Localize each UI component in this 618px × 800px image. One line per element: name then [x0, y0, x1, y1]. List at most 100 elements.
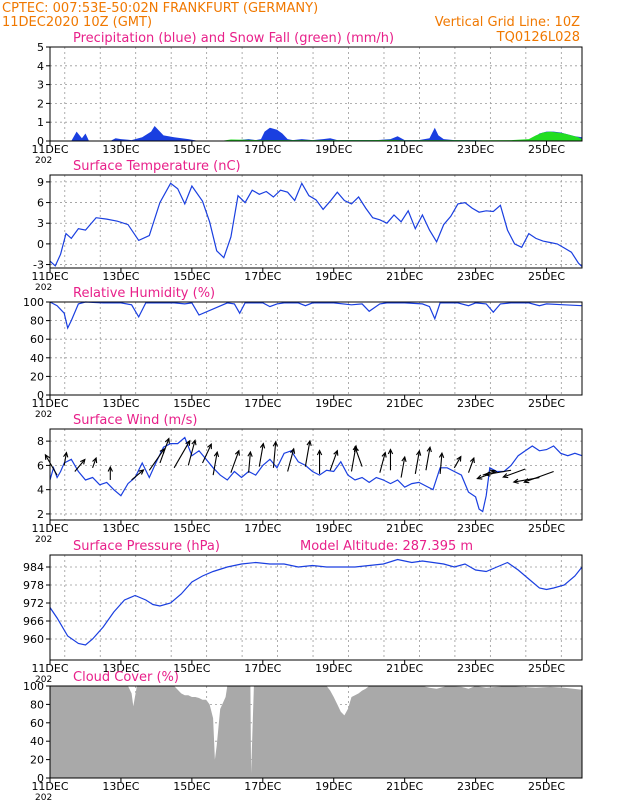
wind-arrow-head	[523, 478, 530, 484]
wind-arrow-head	[416, 449, 422, 456]
vertical-grid-note: Vertical Grid Line: 10Z	[435, 15, 580, 30]
x-tick-label: 25DEC	[528, 780, 565, 793]
plot-frame	[49, 46, 583, 142]
x-tick-label: 13DEC	[102, 397, 139, 410]
wind-arrow-shaft	[503, 468, 526, 478]
y-tick-label: 100	[23, 296, 44, 309]
y-tick-label: 972	[23, 597, 44, 610]
x-tick-label: 19DEC	[315, 143, 352, 156]
wind-arrow-head	[247, 450, 253, 457]
x-tick-label: 21DEC	[386, 780, 423, 793]
wind-arrow-shaft	[148, 448, 165, 471]
wind-arrow	[131, 469, 145, 481]
x-tick-label: 21DEC	[386, 522, 423, 535]
y-tick-label: 40	[30, 352, 44, 365]
wind-arrow	[502, 468, 526, 479]
x-tick-label: 21DEC	[386, 662, 423, 675]
wind-arrow-shaft	[272, 441, 277, 468]
series-line	[49, 181, 583, 268]
wind-arrow-shaft	[354, 446, 363, 467]
x-tick-label: 13DEC	[102, 143, 139, 156]
y-tick-label: 60	[30, 333, 44, 346]
year-stub-label: 202	[35, 793, 52, 800]
wind-arrow-shaft	[425, 447, 431, 471]
wind-arrow	[258, 442, 266, 467]
y-tick-label: 2	[37, 508, 44, 521]
wind-arrow-shaft	[159, 438, 170, 464]
x-tick-label: 13DEC	[102, 662, 139, 675]
wind-arrow	[44, 453, 58, 476]
x-tick-label: 17DEC	[244, 143, 281, 156]
wind-arrow-shaft	[524, 470, 554, 483]
wind-arrow	[304, 439, 312, 467]
x-tick-label: 19DEC	[315, 522, 352, 535]
wind-arrow-shaft	[485, 469, 512, 476]
x-tick-label: 19DEC	[315, 270, 352, 283]
x-tick-label: 15DEC	[173, 397, 210, 410]
wind-arrow-shaft	[248, 451, 251, 473]
panel-title: Surface Temperature (nC)	[73, 159, 241, 174]
x-tick-label: 25DEC	[528, 143, 565, 156]
wind-arrow-head	[107, 465, 113, 472]
y-tick-label: 8	[37, 435, 44, 448]
y-tick-label: 6	[37, 197, 44, 210]
wind-arrow	[400, 455, 407, 478]
panel-subtitle: Model Altitude: 287.395 m	[300, 539, 473, 554]
wind-arrow-head	[138, 469, 145, 475]
plot-frame	[49, 554, 583, 661]
wind-arrow-shaft	[173, 440, 191, 469]
wind-arrow-shaft	[329, 450, 338, 471]
wind-arrow-head	[476, 474, 483, 480]
wind-arrow-shaft	[44, 454, 58, 476]
wind-arrow-head	[234, 449, 240, 456]
panel-6: 0 20 40 60 80 100 11DEC 13DEC 15DEC 17DEC 19DEC 21D…	[23, 670, 583, 800]
wind-arrow-head	[512, 478, 519, 484]
wind-arrow-shaft	[92, 457, 97, 469]
wind-arrow	[467, 456, 475, 473]
wind-arrow-head	[80, 458, 86, 465]
x-tick-label: 11DEC	[31, 397, 68, 410]
x-tick-label: 11DEC	[31, 143, 68, 156]
precipitation-area	[50, 126, 582, 141]
series-line	[49, 301, 583, 330]
wind-arrow-head	[484, 471, 491, 477]
series-line	[49, 558, 583, 646]
x-tick-label: 17DEC	[244, 397, 281, 410]
year-stub-label: 202	[35, 535, 52, 545]
panel-4: 2 4 6 8 11DEC 13DEC 15DEC 17DEC 19DEC 21DEC 23DEC 2…	[31, 413, 583, 545]
wind-arrow-shaft	[63, 452, 67, 466]
wind-arrow-head	[44, 453, 50, 460]
wind-arrow-head	[353, 445, 359, 453]
y-tick-label: 984	[23, 561, 44, 574]
model-code: TQ0126L028	[496, 30, 580, 45]
y-tick-label: 6	[37, 459, 44, 472]
x-tick-label: 15DEC	[173, 522, 210, 535]
wind-arrow	[173, 439, 191, 469]
wind-arrow-head	[92, 456, 98, 464]
y-tick-label: 20	[30, 754, 44, 767]
x-tick-label: 17DEC	[244, 522, 281, 535]
wind-arrow	[523, 470, 554, 484]
wind-arrow	[202, 442, 212, 464]
panel-title: Cloud Cover (%)	[73, 670, 179, 685]
x-tick-label: 11DEC	[31, 662, 68, 675]
wind-arrow-head	[164, 437, 170, 444]
wind-arrow	[438, 451, 445, 474]
x-tick-label: 23DEC	[457, 780, 494, 793]
x-tick-label: 25DEC	[528, 662, 565, 675]
wind-arrow-head	[191, 439, 197, 446]
wind-arrow-head	[316, 449, 323, 456]
y-tick-label: 60	[30, 717, 44, 730]
wind-arrow	[484, 469, 512, 477]
wind-arrow	[272, 440, 278, 468]
x-tick-label: 23DEC	[457, 522, 494, 535]
y-tick-label: 0	[37, 772, 44, 785]
x-tick-label: 13DEC	[102, 780, 139, 793]
wind-arrow	[425, 445, 432, 471]
year-stub-label: 202	[35, 283, 52, 293]
y-tick-label: 0	[37, 135, 44, 148]
x-tick-label: 17DEC	[244, 780, 281, 793]
wind-arrow-head	[290, 447, 296, 454]
y-tick-label: 960	[23, 633, 44, 646]
wind-arrow-head	[272, 440, 278, 447]
